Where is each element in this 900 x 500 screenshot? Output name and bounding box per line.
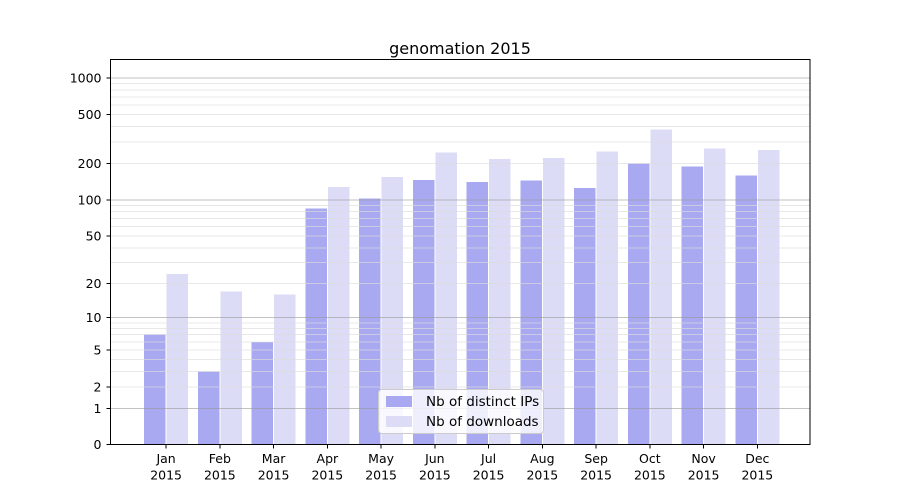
y-tick-label: 5 [94,342,102,357]
legend-label-downloads: Nb of downloads [426,413,539,430]
x-tick-label-year: 2015 [150,468,182,483]
bar-downloads-mar [274,294,296,445]
y-tick-label: 1 [94,401,102,416]
y-tick-label: 100 [78,192,102,207]
x-tick-label-month: Feb [209,451,231,466]
chart-title: genomation 2015 [389,39,531,58]
bar-distinct-ips-dec [735,175,757,445]
legend-swatch-distinct-ips [386,396,412,407]
x-tick-label-month: Sep [584,451,608,466]
x-tick-label-month: Oct [639,451,661,466]
y-tick-label: 0 [94,437,102,452]
x-tick-label-month: Aug [530,451,554,466]
legend-item-downloads: Nb of downloads [386,414,543,430]
legend-item-distinct-ips: Nb of distinct IPs [386,394,543,410]
legend-label-distinct-ips: Nb of distinct IPs [426,393,540,410]
bar-distinct-ips-sep [574,188,596,445]
x-tick-label-month: Jul [480,451,496,466]
x-tick-label-month: Apr [317,451,339,466]
y-tick-label: 500 [78,107,102,122]
bar-downloads-dec [757,150,780,445]
bar-distinct-ips-aug [520,180,542,445]
legend: Nb of distinct IPs Nb of downloads [378,389,544,434]
y-tick-label: 1000 [70,70,102,85]
x-tick-label-year: 2015 [526,468,558,483]
x-tick-label-month: May [368,451,394,466]
x-tick-label-year: 2015 [688,468,720,483]
y-tick-label: 50 [86,229,102,244]
x-tick-label-year: 2015 [204,468,236,483]
bar-distinct-ips-may [359,198,381,445]
bar-downloads-nov [704,148,726,445]
x-tick-label-year: 2015 [473,468,505,483]
y-tick-label: 200 [78,156,102,171]
bar-downloads-may [381,177,404,445]
bar-downloads-jul [489,158,511,445]
y-tick-label: 20 [86,276,102,291]
legend-swatch-downloads [386,416,412,427]
x-tick-label-year: 2015 [580,468,612,483]
x-tick-label-year: 2015 [365,468,397,483]
x-tick-label-month: Nov [691,451,716,466]
bar-downloads-oct [650,129,672,445]
bar-distinct-ips-nov [681,166,704,445]
bar-distinct-ips-jan [144,334,166,445]
x-tick-label-month: Jun [424,451,445,466]
x-tick-label-year: 2015 [634,468,666,483]
x-tick-label-year: 2015 [419,468,451,483]
x-tick-label-month: Jan [155,451,175,466]
x-tick-label-month: Mar [262,451,286,466]
bar-downloads-aug [542,158,565,445]
plot-border [110,59,811,445]
bar-downloads-feb [220,291,242,445]
x-tick-label-year: 2015 [258,468,290,483]
y-tick-label: 2 [94,379,102,394]
y-tick-label: 10 [86,310,102,325]
bar-distinct-ips-jun [412,179,435,445]
bar-downloads-apr [327,186,350,445]
x-tick-label-month: Dec [745,451,769,466]
bar-downloads-sep [596,151,619,445]
bar-distinct-ips-apr [305,208,327,445]
x-tick-label-year: 2015 [311,468,343,483]
x-tick-label-year: 2015 [741,468,773,483]
bar-distinct-ips-mar [251,341,274,445]
bar-distinct-ips-oct [627,163,650,445]
